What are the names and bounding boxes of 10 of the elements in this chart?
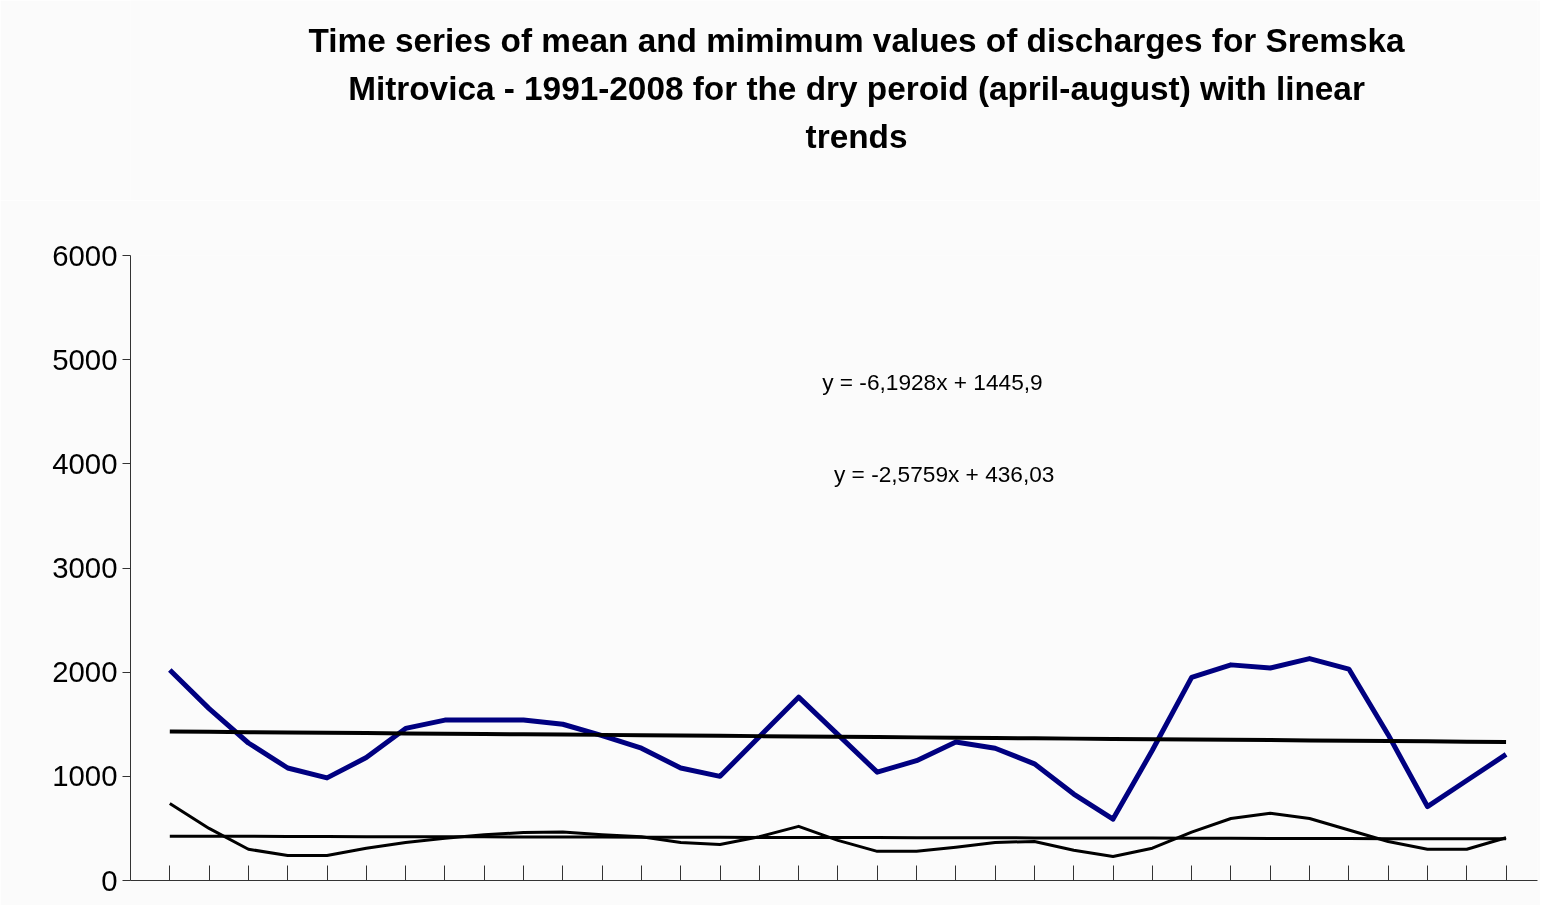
y-tick-label: 5000	[52, 342, 118, 376]
y-tick-label: 1000	[52, 759, 118, 793]
annotation: y = -2,5759x + 436,03	[834, 461, 1055, 488]
y-tick-label: 6000	[52, 238, 118, 272]
chart-title: Time series of mean and mimimum values of discharges for Sremska Mitrovica - 1991-2008 for the dry peroid (april-august) with linear trends	[308, 22, 1405, 155]
annotation: y = -6,1928x + 1445,9	[822, 368, 1043, 395]
y-tick-label: 0	[101, 863, 118, 897]
y-tick-label: 4000	[52, 446, 118, 480]
y-tick-label: 2000	[52, 655, 118, 689]
y-tick-label: 3000	[52, 551, 118, 584]
